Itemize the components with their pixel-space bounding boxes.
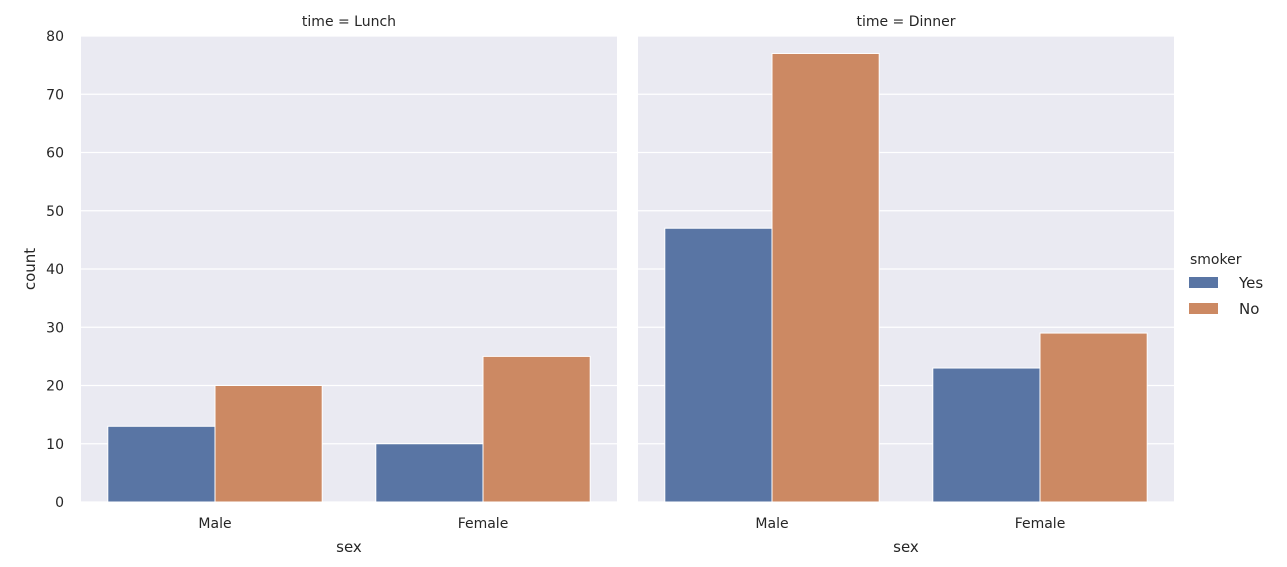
bar-male-yes xyxy=(664,227,773,503)
bar-male-no xyxy=(214,385,323,503)
legend-label-no: No xyxy=(1239,300,1259,318)
x-tick-label: Male xyxy=(755,516,788,532)
bar-female-yes xyxy=(932,367,1041,503)
x-axis-label: sex xyxy=(336,538,362,556)
y-tick-label: 80 xyxy=(46,29,64,45)
legend-swatch-no xyxy=(1189,303,1218,314)
bar-female-no xyxy=(482,355,591,503)
bar-male-yes xyxy=(107,425,216,503)
bar-female-no xyxy=(1039,332,1148,503)
bar-female-yes xyxy=(375,443,484,503)
x-tick-label: Female xyxy=(458,516,509,532)
facet-title: time = Lunch xyxy=(302,14,396,30)
x-axis-label: sex xyxy=(893,538,919,556)
legend-swatch-yes xyxy=(1189,277,1218,288)
bar-male-no xyxy=(771,52,880,503)
y-tick-label: 60 xyxy=(46,146,64,162)
x-tick-label: Male xyxy=(198,516,231,532)
legend-label-yes: Yes xyxy=(1238,274,1263,292)
y-tick-label: 30 xyxy=(46,320,64,336)
y-axis-label: count xyxy=(21,248,39,290)
y-tick-label: 70 xyxy=(46,87,64,103)
x-tick-label: Female xyxy=(1015,516,1066,532)
y-tick-label: 50 xyxy=(46,204,64,220)
y-tick-label: 40 xyxy=(46,262,64,278)
y-tick-label: 20 xyxy=(46,379,64,395)
y-tick-label: 0 xyxy=(55,495,64,511)
legend-title: smoker xyxy=(1190,252,1242,268)
facet-title: time = Dinner xyxy=(856,14,955,30)
y-tick-label: 10 xyxy=(46,437,64,453)
